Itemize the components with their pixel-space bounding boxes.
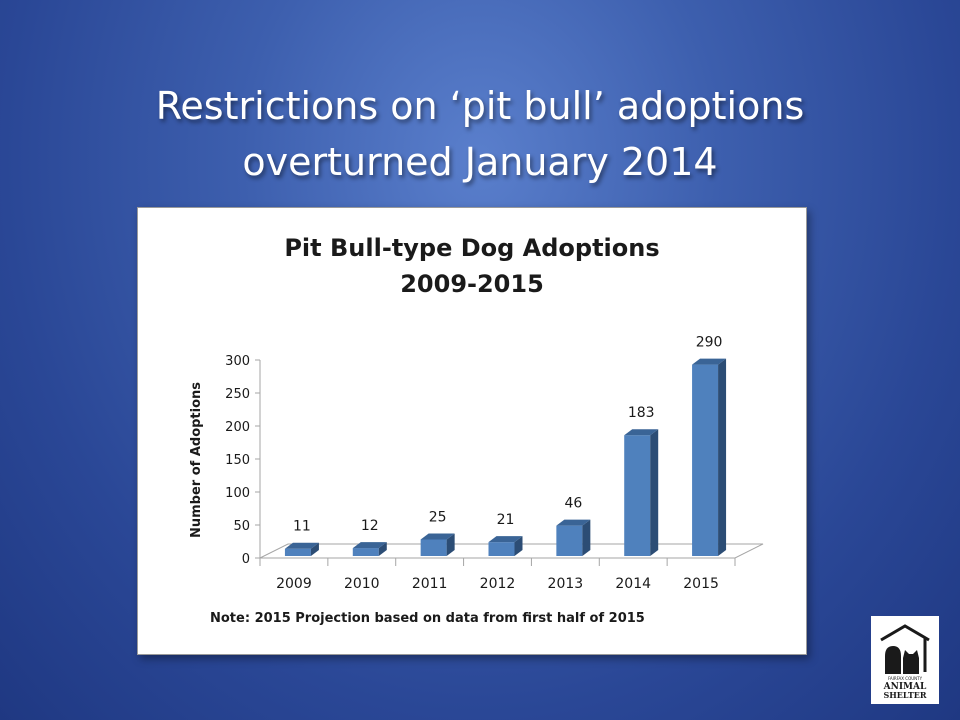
bar: 183 — [624, 405, 659, 556]
bar-data-label: 12 — [361, 518, 379, 534]
x-tick-label: 2010 — [344, 576, 380, 592]
bar-side — [514, 536, 523, 556]
slide-title-line2: overturned January 2014 — [242, 140, 718, 184]
shelter-logo: FAIRFAX COUNTY ANIMAL SHELTER — [871, 616, 939, 704]
bar: 11 — [284, 519, 319, 556]
chart-note: Note: 2015 Projection based on data from… — [210, 611, 645, 626]
bar-chart: Pit Bull-type Dog Adoptions 2009-2015 Nu… — [189, 234, 764, 626]
x-tick-label: 2014 — [615, 576, 651, 592]
bar-data-label: 21 — [497, 512, 515, 528]
logo-text-line3: SHELTER — [883, 690, 926, 700]
bar: 290 — [692, 335, 727, 556]
slide-title-line1: Restrictions on ‘pit bull’ adoptions — [155, 84, 805, 128]
bar: 25 — [420, 510, 455, 556]
chart-title: Pit Bull-type Dog Adoptions — [284, 234, 659, 262]
bar-data-label: 183 — [628, 405, 655, 421]
bar-data-label: 46 — [564, 496, 582, 512]
slide-title: Restrictions on ‘pit bull’ adoptions ove… — [0, 78, 960, 190]
x-tick-label: 2009 — [276, 576, 312, 592]
bar-top — [692, 358, 727, 365]
y-tick-label: 200 — [225, 420, 250, 435]
bar-top — [284, 542, 319, 549]
bar: 46 — [556, 496, 591, 556]
bar-top — [420, 533, 455, 540]
bar: 21 — [488, 512, 523, 556]
bar-top — [556, 519, 591, 526]
logo-text-line1: FAIRFAX COUNTY — [888, 676, 923, 681]
cat-silhouette-icon — [903, 650, 919, 674]
y-tick-label: 250 — [225, 387, 250, 402]
x-tick-label: 2012 — [480, 576, 516, 592]
bar-side — [446, 533, 455, 556]
x-tick-label: 2015 — [683, 576, 719, 592]
y-tick-label: 50 — [233, 519, 250, 534]
bar-side — [310, 542, 319, 556]
bar-front — [352, 548, 379, 556]
bar-front — [284, 548, 311, 556]
y-axis-label: Number of Adoptions — [189, 382, 204, 538]
bar-top — [352, 542, 387, 549]
bar-front — [692, 364, 719, 556]
bar-data-label: 290 — [696, 335, 723, 351]
bar-front — [420, 539, 447, 556]
y-tick-label: 300 — [225, 354, 250, 369]
bar-data-label: 11 — [293, 519, 311, 535]
chart-panel: Pit Bull-type Dog Adoptions 2009-2015 Nu… — [137, 207, 807, 655]
y-tick-label: 150 — [225, 453, 250, 468]
y-tick-label: 100 — [225, 486, 250, 501]
bar-side — [378, 542, 387, 556]
bar-front — [488, 542, 515, 556]
chart-subtitle: 2009-2015 — [400, 270, 544, 298]
logo-text-line2: ANIMAL — [883, 682, 927, 692]
dog-silhouette-icon — [885, 646, 901, 674]
x-tick-label: 2013 — [548, 576, 584, 592]
bar-front — [556, 525, 583, 556]
y-tick-label: 0 — [242, 552, 250, 567]
bar: 12 — [352, 518, 387, 556]
bar-top — [488, 536, 523, 543]
bar-data-label: 25 — [429, 510, 447, 526]
house-roof-icon — [880, 624, 930, 642]
bar-side — [582, 519, 591, 556]
bar-top — [624, 429, 659, 436]
bar-side — [718, 358, 727, 556]
shelter-logo-graphic: FAIRFAX COUNTY ANIMAL SHELTER — [880, 624, 930, 700]
bar-side — [650, 429, 659, 556]
x-tick-label: 2011 — [412, 576, 448, 592]
bar-front — [624, 435, 651, 556]
